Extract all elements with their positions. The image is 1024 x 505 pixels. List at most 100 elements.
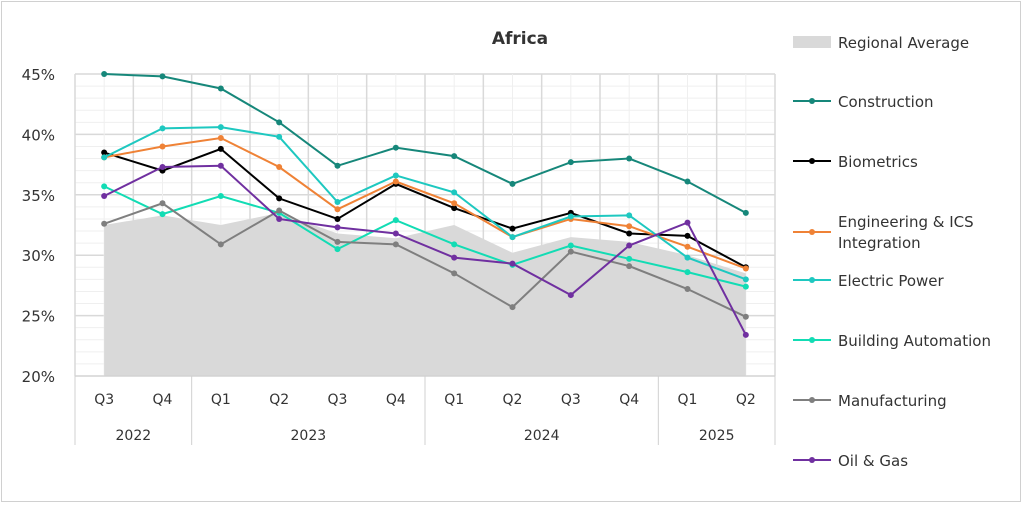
data-point-oil-gas [742,331,749,338]
series-line-electric-power [103,126,747,281]
data-point-electric-power [217,124,224,131]
x-tick-label: Q2 [503,392,523,408]
data-point-biometrics [684,232,691,239]
data-point-oil-gas [101,193,108,200]
x-tick-label: Q2 [736,392,756,408]
data-point-biometrics [626,230,633,237]
year-label: 2025 [699,428,735,444]
data-point-building-automation [217,193,224,200]
data-point-construction [159,73,166,80]
data-point-building-automation [567,242,574,249]
series-line-engineering-ics-integration [103,136,747,270]
data-point-manufacturing [101,220,108,227]
legend-label: Regional Average [838,34,969,52]
legend-marker-biometrics [809,158,815,164]
data-point-electric-power [509,234,516,241]
x-tick-label: Q2 [269,392,289,408]
data-point-engineering-ics-integration [684,243,691,250]
x-tick-label: Q3 [328,392,348,408]
data-point-electric-power [567,213,574,220]
data-point-construction [567,159,574,166]
data-point-manufacturing [334,238,341,245]
data-point-construction [334,162,341,169]
y-tick-label: 25% [22,308,55,326]
data-point-building-automation [392,217,399,224]
data-point-oil-gas [567,292,574,299]
x-tick-label: Q4 [153,392,173,408]
legend-label: Building Automation [838,332,991,350]
data-point-biometrics [451,205,458,212]
data-point-biometrics [276,195,283,202]
data-point-manufacturing [276,207,283,214]
year-label: 2022 [116,428,152,444]
series-line-construction [104,73,747,214]
data-point-engineering-ics-integration [159,143,166,150]
data-point-construction [101,71,108,77]
legend-label: Biometrics [838,153,918,171]
y-tick-label: 20% [22,368,55,386]
data-point-building-automation [159,211,166,218]
data-point-manufacturing [451,270,458,277]
data-point-oil-gas [392,230,399,237]
x-tick-label: Q3 [561,392,581,408]
data-point-electric-power [451,189,458,196]
data-point-biometrics [334,215,341,222]
data-point-electric-power [101,154,108,161]
data-point-construction [276,119,283,126]
data-point-building-automation [451,241,458,248]
data-point-manufacturing [684,286,691,293]
data-point-oil-gas [626,242,633,249]
data-point-building-automation [626,255,633,262]
legend-label: Electric Power [838,272,945,290]
x-tick-label: Q1 [444,392,464,408]
y-tick-label: 35% [22,187,55,205]
data-point-engineering-ics-integration [217,135,224,142]
data-point-manufacturing [742,313,749,320]
legend-marker-manufacturing [809,397,815,403]
x-tick-label: Q3 [94,392,114,408]
data-point-biometrics [509,225,516,232]
data-point-manufacturing [626,263,633,270]
legend-label: Oil & Gas [838,452,908,470]
data-point-manufacturing [567,248,574,255]
data-point-engineering-ics-integration [334,206,341,213]
legend-swatch-regional-average [793,36,831,48]
data-point-construction [742,209,749,216]
data-point-oil-gas [159,164,166,171]
legend-marker-electric-power [809,277,815,283]
y-tick-label: 30% [22,247,55,265]
data-point-electric-power [742,276,749,283]
data-point-construction [509,180,516,187]
data-point-electric-power [684,254,691,261]
data-point-engineering-ics-integration [742,265,749,272]
legend-marker-engineering-ics-integration [809,229,815,235]
series-line-biometrics [103,147,747,269]
year-label: 2024 [524,428,560,444]
y-tick-label: 40% [22,126,55,144]
legend-label: Construction [838,93,934,111]
x-tick-label: Q4 [386,392,406,408]
data-point-construction [217,85,224,92]
data-point-electric-power [626,212,633,219]
chart-title: Africa [492,29,548,49]
data-point-electric-power [392,172,399,179]
data-point-electric-power [276,133,283,140]
data-point-oil-gas [217,162,224,169]
legend-label: Engineering & ICS [838,213,974,231]
data-point-manufacturing [509,304,516,311]
data-point-oil-gas [684,219,691,226]
data-point-construction [684,178,691,185]
data-point-oil-gas [509,260,516,267]
year-label: 2023 [291,428,327,444]
data-point-engineering-ics-integration [392,178,399,185]
data-point-manufacturing [159,200,166,207]
data-point-engineering-ics-integration [626,223,633,230]
data-point-engineering-ics-integration [276,164,283,171]
series-line-manufacturing [103,202,747,318]
data-point-biometrics [217,145,224,152]
data-point-building-automation [101,183,108,190]
x-tick-label: Q1 [678,392,698,408]
data-point-construction [451,153,458,160]
data-point-building-automation [334,246,341,253]
